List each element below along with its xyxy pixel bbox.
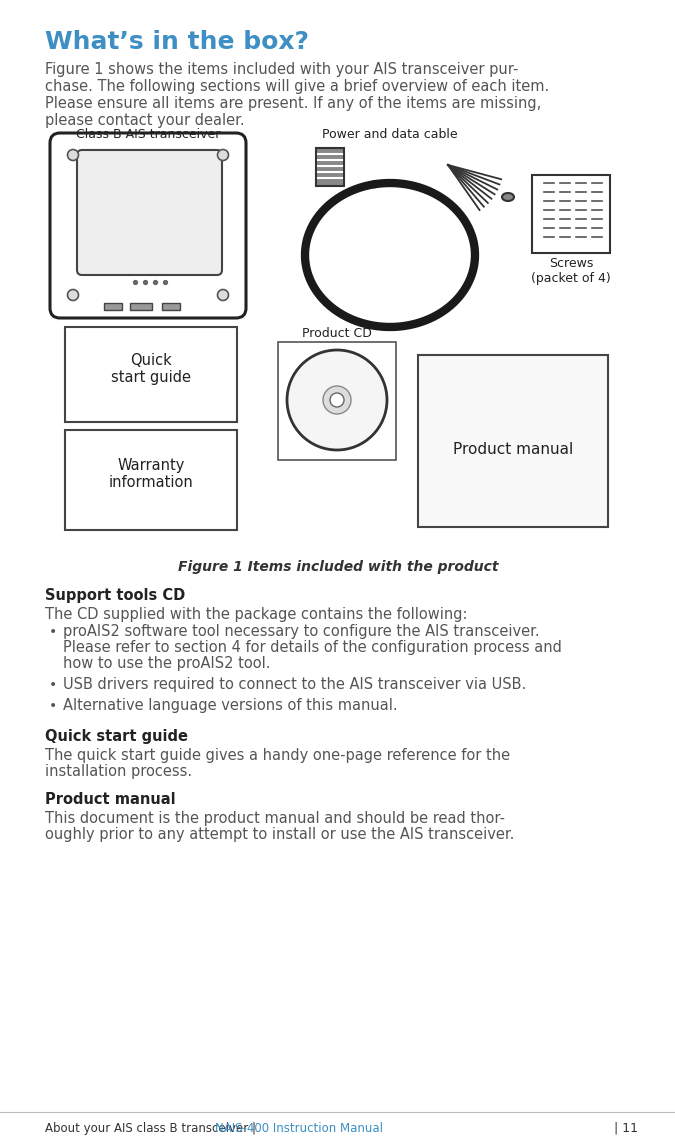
Text: Screws
(packet of 4): Screws (packet of 4) (531, 257, 611, 285)
Text: please contact your dealer.: please contact your dealer. (45, 113, 244, 128)
Circle shape (323, 386, 351, 413)
FancyBboxPatch shape (77, 150, 222, 274)
Text: Power and data cable: Power and data cable (322, 128, 458, 141)
Text: Product CD: Product CD (302, 327, 372, 341)
Text: Quick start guide: Quick start guide (45, 729, 188, 744)
Bar (65, 431, 237, 530)
Text: chase. The following sections will give a brief overview of each item.: chase. The following sections will give … (45, 79, 549, 95)
Circle shape (217, 149, 229, 161)
Text: Figure 1 shows the items included with your AIS transceiver pur-: Figure 1 shows the items included with y… (45, 62, 518, 77)
Text: Quick
start guide: Quick start guide (111, 353, 191, 385)
Text: The CD supplied with the package contains the following:: The CD supplied with the package contain… (45, 607, 468, 622)
Text: •: • (49, 699, 57, 713)
Text: proAIS2 software tool necessary to configure the AIS transceiver.: proAIS2 software tool necessary to confi… (63, 624, 539, 639)
FancyBboxPatch shape (50, 133, 246, 318)
Text: Product manual: Product manual (45, 792, 176, 808)
Text: Warranty
information: Warranty information (109, 458, 193, 491)
Circle shape (68, 289, 78, 301)
Text: USB drivers required to connect to the AIS transceiver via USB.: USB drivers required to connect to the A… (63, 677, 526, 693)
Text: installation process.: installation process. (45, 764, 192, 779)
Bar (316, 148, 344, 186)
Text: Please ensure all items are present. If any of the items are missing,: Please ensure all items are present. If … (45, 96, 541, 110)
Circle shape (330, 393, 344, 407)
Bar (532, 175, 610, 253)
Text: Class B AIS transceiver: Class B AIS transceiver (76, 128, 220, 141)
Text: This document is the product manual and should be read thor-: This document is the product manual and … (45, 811, 505, 826)
Text: Please refer to section 4 for details of the configuration process and: Please refer to section 4 for details of… (63, 640, 562, 655)
Circle shape (287, 350, 387, 450)
Text: Support tools CD: Support tools CD (45, 588, 185, 603)
Text: Product manual: Product manual (453, 442, 573, 457)
Text: About your AIS class B transceiver |: About your AIS class B transceiver | (45, 1122, 260, 1134)
Bar (104, 303, 122, 310)
Circle shape (68, 149, 78, 161)
Bar (162, 303, 180, 310)
Text: Alternative language versions of this manual.: Alternative language versions of this ma… (63, 698, 398, 713)
Text: NAIS-400 Instruction Manual: NAIS-400 Instruction Manual (215, 1122, 383, 1134)
Text: What’s in the box?: What’s in the box? (45, 30, 309, 54)
Ellipse shape (502, 192, 514, 200)
Text: | 11: | 11 (614, 1122, 638, 1134)
Text: •: • (49, 678, 57, 693)
Text: Figure 1 Items included with the product: Figure 1 Items included with the product (178, 560, 498, 574)
Bar (278, 342, 396, 460)
Bar (65, 327, 237, 423)
Text: how to use the proAIS2 tool.: how to use the proAIS2 tool. (63, 656, 271, 671)
Text: The quick start guide gives a handy one-page reference for the: The quick start guide gives a handy one-… (45, 748, 510, 763)
Bar (418, 355, 608, 527)
Text: oughly prior to any attempt to install or use the AIS transceiver.: oughly prior to any attempt to install o… (45, 827, 514, 842)
Text: •: • (49, 625, 57, 639)
Bar (130, 303, 152, 310)
Circle shape (217, 289, 229, 301)
